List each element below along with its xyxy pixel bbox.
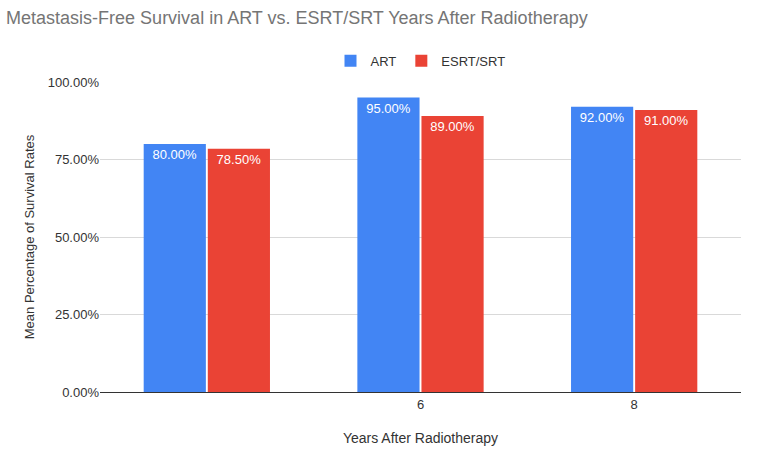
- svg-text:8: 8: [631, 397, 638, 412]
- svg-text:95.00%: 95.00%: [366, 101, 411, 116]
- svg-text:78.50%: 78.50%: [217, 152, 262, 167]
- svg-text:75.00%: 75.00%: [55, 152, 100, 167]
- svg-text:89.00%: 89.00%: [430, 119, 475, 134]
- svg-text:25.00%: 25.00%: [55, 307, 100, 322]
- svg-text:ESRT/SRT: ESRT/SRT: [441, 54, 505, 69]
- svg-text:80.00%: 80.00%: [153, 147, 198, 162]
- svg-text:6: 6: [417, 397, 424, 412]
- svg-text:92.00%: 92.00%: [580, 110, 625, 125]
- svg-text:Years After Radiotherapy: Years After Radiotherapy: [343, 430, 498, 446]
- svg-text:Mean Percentage of Survival Ra: Mean Percentage of Survival Rates: [22, 134, 37, 339]
- svg-text:50.00%: 50.00%: [55, 230, 100, 245]
- svg-text:Metastasis-Free Survival in AR: Metastasis-Free Survival in ART vs. ESRT…: [6, 8, 588, 28]
- svg-text:ART: ART: [371, 54, 397, 69]
- svg-text:0.00%: 0.00%: [62, 385, 99, 400]
- svg-text:100.00%: 100.00%: [48, 75, 100, 90]
- svg-text:91.00%: 91.00%: [644, 113, 689, 128]
